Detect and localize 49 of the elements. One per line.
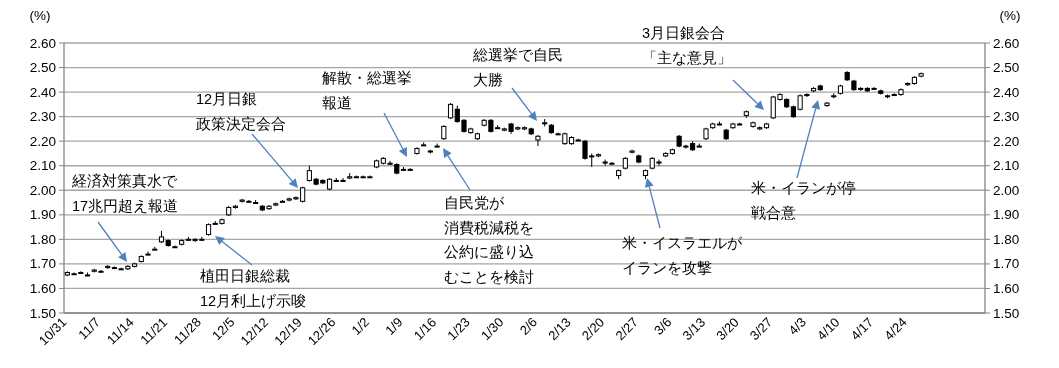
x-tick-label: 4/3 bbox=[785, 314, 809, 338]
y-tick-label: 1.50 bbox=[29, 305, 56, 321]
annotation: 経済対策真水で17兆円超え報道 bbox=[72, 172, 179, 216]
y2-tick-label: 2.40 bbox=[993, 84, 1020, 100]
y2-tick-label: 1.90 bbox=[993, 207, 1020, 223]
y2-tick-label: 1.60 bbox=[993, 280, 1020, 296]
y-axis-title: (%) bbox=[29, 8, 51, 23]
x-tick-label: 1/16 bbox=[410, 314, 440, 344]
y-tick-label: 2.40 bbox=[29, 84, 56, 100]
x-tick-label: 4/24 bbox=[881, 314, 910, 344]
y-tick-label: 1.90 bbox=[29, 207, 56, 223]
x-tick-label: 1/23 bbox=[444, 314, 473, 344]
y-tick-label: 2.20 bbox=[29, 133, 56, 149]
annotation: 自民党が消費税減税を公約に盛り込むことを検討 bbox=[444, 194, 534, 287]
x-tick-label: 4/17 bbox=[847, 314, 877, 344]
annotation: 米・イランが停戦合意 bbox=[751, 179, 856, 223]
x-tick-label: 2/6 bbox=[516, 314, 541, 338]
y-tick-label: 2.60 bbox=[29, 35, 56, 51]
y-tick-label: 1.70 bbox=[29, 256, 56, 272]
x-tick-label: 1/30 bbox=[477, 314, 507, 344]
y2-tick-label: 2.30 bbox=[993, 109, 1020, 125]
y-tick-label: 1.80 bbox=[29, 231, 56, 247]
annotation: 3月日銀会合「主な意見」 bbox=[642, 24, 732, 68]
y-tick-label: 2.50 bbox=[29, 60, 56, 76]
y-tick-label: 2.30 bbox=[29, 109, 56, 125]
annotation: 12月日銀政策決定会合 bbox=[196, 90, 286, 134]
y2-tick-label: 1.70 bbox=[993, 256, 1020, 272]
y-tick-label: 2.00 bbox=[29, 182, 56, 198]
y2-tick-label: 2.00 bbox=[993, 182, 1020, 198]
x-tick-label: 1/9 bbox=[382, 314, 406, 338]
candlestick bbox=[535, 134, 541, 147]
y2-axis-title: (%) bbox=[999, 8, 1021, 23]
y2-tick-label: 2.60 bbox=[993, 35, 1020, 51]
y-tick-label: 1.60 bbox=[29, 280, 56, 296]
annotation: 総選挙で自民大勝 bbox=[473, 46, 563, 90]
annotation: 植田日銀総裁12月利上げ示唆 bbox=[200, 267, 307, 311]
x-tick-label: 3/20 bbox=[713, 314, 742, 344]
y2-tick-label: 2.20 bbox=[993, 133, 1020, 149]
y2-tick-label: 2.50 bbox=[993, 60, 1020, 76]
x-tick-label: 3/13 bbox=[679, 314, 709, 344]
x-tick-label: 1/2 bbox=[348, 314, 372, 338]
x-tick-label: 3/6 bbox=[651, 314, 675, 338]
y-tick-label: 2.10 bbox=[29, 158, 56, 174]
x-tick-label: 4/10 bbox=[814, 314, 843, 344]
y2-tick-label: 1.50 bbox=[993, 305, 1020, 321]
annotation: 解散・総選挙報道 bbox=[322, 69, 412, 113]
y2-tick-label: 2.10 bbox=[993, 158, 1020, 174]
annotation: 米・イスラエルがイランを攻撃 bbox=[622, 234, 742, 278]
y2-tick-label: 1.80 bbox=[993, 231, 1020, 247]
